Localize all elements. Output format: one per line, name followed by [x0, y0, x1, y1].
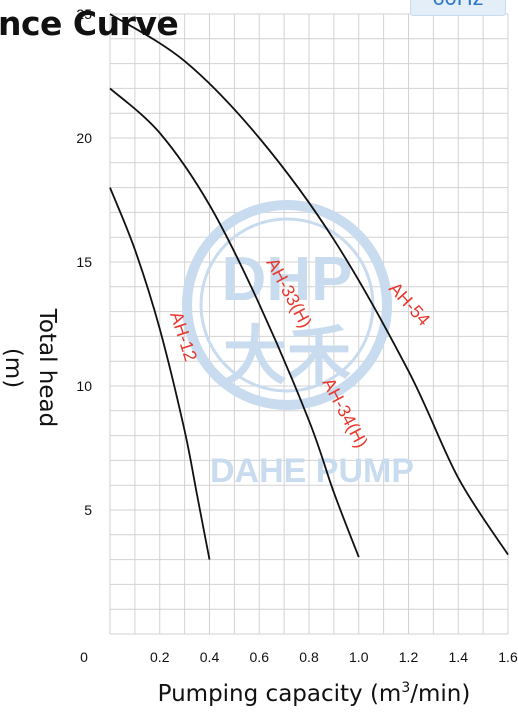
page-title: nce Curve	[0, 4, 179, 43]
curves	[109, 13, 509, 560]
x-tick-label: 1.6	[498, 649, 518, 665]
x-axis-label: Pumping capacity (m3/min)	[110, 680, 518, 707]
curve-label-ah-54: AH-54	[385, 278, 434, 329]
watermark-logo-letters: DHP	[222, 245, 353, 314]
x-tick-label: 0.4	[200, 649, 220, 665]
watermark-brand-text: DAHE PUMP	[210, 452, 414, 490]
x-tick-label: 1.4	[449, 649, 469, 665]
y-tick-label: 15	[76, 254, 92, 270]
y-tick-label: 10	[76, 378, 92, 394]
y-tick-label: 5	[84, 502, 92, 518]
x-axis-label-sup: 3	[401, 680, 411, 696]
x-axis-label-end: /min)	[410, 681, 471, 707]
y-tick-label: 20	[76, 130, 92, 146]
grid	[109, 13, 509, 635]
frequency-badge: 60Hz	[410, 0, 506, 16]
curve-ah-33-h	[109, 87, 360, 558]
x-tick-label: 0.2	[150, 649, 170, 665]
x-tick-label: 0.6	[250, 649, 270, 665]
curve-ah-12	[109, 187, 211, 560]
x-tick-label: 1.0	[349, 649, 369, 665]
x-tick-label: 1.2	[399, 649, 419, 665]
watermark: DHP 大禾 DAHE PUMP	[182, 200, 414, 490]
y-axis-label-main: Total head	[34, 308, 60, 428]
curve-ah-54	[109, 13, 509, 556]
y-tick-label: 25	[76, 6, 92, 22]
x-tick-label: 0	[80, 649, 88, 665]
tick-labels: 0 0.2 0.4 0.6 0.8 1.0 1.2 1.4 1.6 5 10 15 20 25	[76, 6, 518, 665]
x-tick-label: 0.8	[299, 649, 319, 665]
y-axis-label-unit: (m)	[0, 347, 26, 389]
watermark-ring-outer	[182, 200, 392, 410]
x-axis-label-main: Pumping capacity (m	[157, 681, 402, 707]
watermark-logo-chars: 大禾	[223, 320, 351, 392]
